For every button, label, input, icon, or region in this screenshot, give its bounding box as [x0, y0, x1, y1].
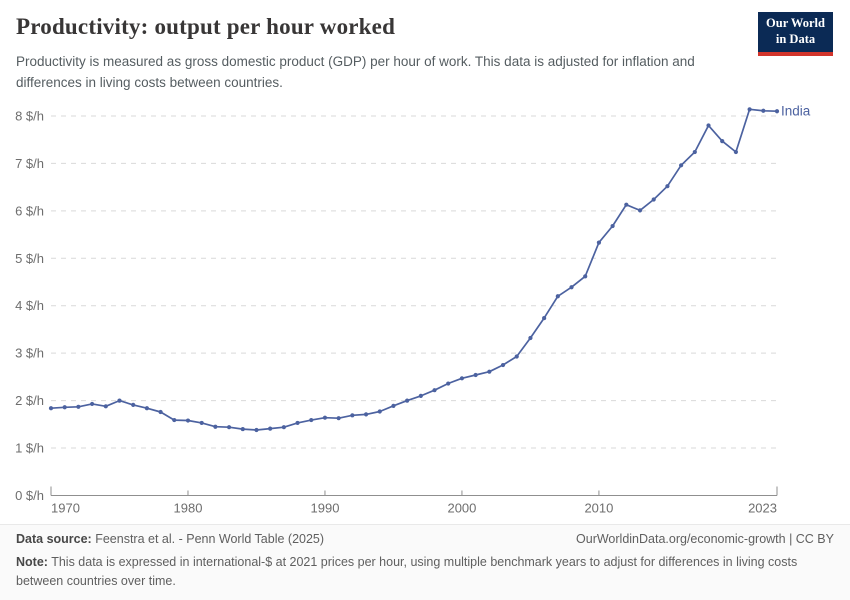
data-point	[514, 354, 519, 359]
data-point	[624, 202, 629, 207]
data-source-text: Feenstra et al. - Penn World Table (2025…	[95, 532, 325, 546]
owid-logo-line1: Our World	[766, 16, 825, 31]
data-source-label: Data source:	[16, 532, 92, 546]
y-axis-tick-label: 3 $/h	[15, 346, 44, 361]
x-axis-tick-label: 2010	[584, 501, 613, 516]
data-point	[144, 406, 149, 411]
data-point	[185, 418, 191, 423]
data-point	[199, 420, 204, 426]
y-axis-tick-label: 2 $/h	[15, 393, 44, 408]
data-point	[295, 420, 300, 426]
data-point	[761, 108, 766, 113]
data-point	[774, 109, 780, 114]
data-point	[432, 388, 437, 393]
x-axis-tick-label: 1970	[51, 501, 80, 516]
data-point	[391, 403, 396, 408]
data-point	[665, 184, 670, 189]
x-axis-tick-label: 2023	[748, 501, 777, 516]
attribution-link[interactable]: OurWorldinData.org/economic-growth | CC …	[576, 532, 834, 546]
data-point	[487, 369, 492, 374]
x-axis-tick-label: 2000	[447, 501, 476, 516]
note-text: This data is expressed in international-…	[16, 555, 798, 588]
y-axis-tick-label: 0 $/h	[15, 488, 44, 503]
data-point	[569, 285, 574, 290]
footer-divider	[0, 524, 850, 525]
data-point	[446, 381, 451, 386]
data-point	[692, 149, 697, 155]
chart-footer: Data source: Feenstra et al. - Penn Worl…	[0, 525, 850, 600]
data-point	[268, 426, 273, 431]
data-point	[336, 416, 341, 421]
data-point	[172, 417, 177, 423]
data-point	[555, 294, 560, 299]
data-point	[610, 223, 615, 229]
data-point	[459, 376, 465, 381]
data-point	[76, 404, 81, 409]
owid-logo[interactable]: Our World in Data	[758, 12, 833, 56]
series-line	[50, 108, 778, 431]
data-point	[651, 197, 656, 202]
y-axis-tick-label: 7 $/h	[15, 156, 44, 171]
data-point	[89, 401, 95, 407]
data-point	[158, 409, 163, 415]
data-point	[350, 413, 355, 418]
data-point	[213, 424, 218, 429]
series-end-label: India	[781, 104, 811, 119]
data-point	[62, 405, 67, 410]
data-point	[322, 415, 328, 420]
data-point	[418, 393, 423, 398]
owid-logo-line2: in Data	[775, 32, 816, 46]
data-point	[254, 427, 259, 433]
data-point	[103, 404, 108, 409]
data-point	[747, 107, 752, 112]
data-point	[542, 315, 547, 321]
data-point	[733, 149, 739, 155]
data-point	[679, 163, 684, 168]
data-point	[596, 240, 602, 245]
data-point	[583, 274, 588, 279]
data-point	[363, 412, 369, 417]
data-point	[473, 372, 478, 378]
y-axis-tick-label: 5 $/h	[15, 251, 44, 266]
data-point	[48, 406, 54, 411]
data-point	[500, 362, 506, 368]
data-point	[706, 123, 711, 128]
data-source: Data source: Feenstra et al. - Penn Worl…	[16, 532, 324, 546]
chart-subtitle: Productivity is measured as gross domest…	[16, 54, 695, 90]
data-point	[240, 426, 245, 432]
data-point	[117, 398, 122, 403]
data-point	[281, 425, 286, 430]
chart-title: Productivity: output per hour worked	[16, 14, 396, 39]
y-axis-tick-label: 8 $/h	[15, 108, 44, 123]
data-point	[637, 208, 643, 213]
data-point	[226, 425, 232, 430]
data-point	[309, 417, 314, 423]
data-point	[405, 398, 410, 403]
note-label: Note:	[16, 555, 48, 569]
data-point	[377, 409, 382, 414]
x-axis-tick-label: 1990	[311, 501, 340, 516]
data-point	[528, 335, 533, 341]
x-axis-tick-label: 1980	[174, 501, 203, 516]
y-axis-tick-label: 6 $/h	[15, 203, 44, 218]
y-axis-tick-label: 1 $/h	[15, 441, 44, 456]
footer-note: Note: This data is expressed in internat…	[16, 553, 834, 591]
data-point	[131, 402, 136, 407]
y-axis-tick-label: 4 $/h	[15, 298, 44, 313]
data-point	[720, 139, 725, 144]
